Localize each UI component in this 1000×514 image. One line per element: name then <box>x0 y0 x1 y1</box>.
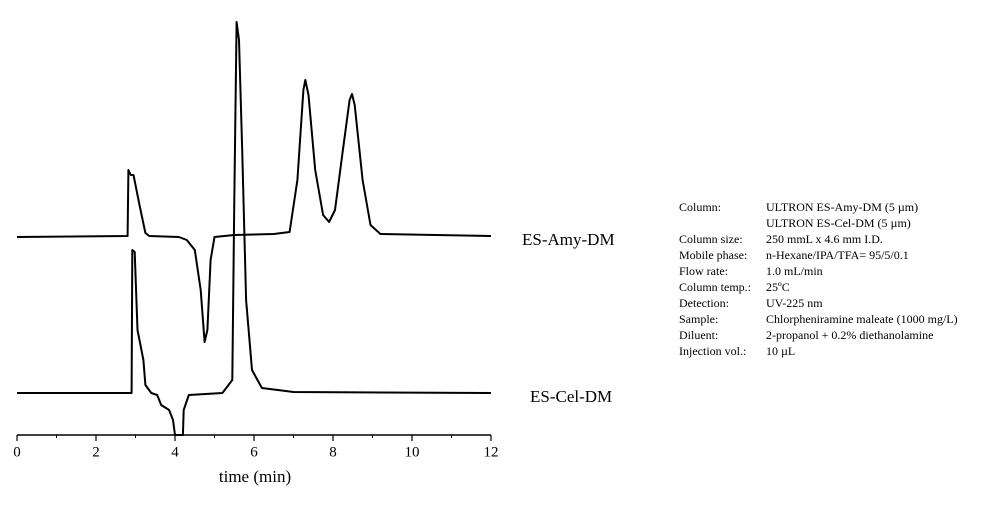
x-tick-label: 2 <box>92 444 100 460</box>
x-tick-label: 12 <box>484 444 499 460</box>
condition-value: ULTRON ES-Cel-DM (5 µm) <box>766 216 911 230</box>
condition-value: 25ºC <box>766 280 790 294</box>
trace <box>16 79 492 343</box>
x-tick-label: 6 <box>250 444 258 460</box>
condition-label: Detection: <box>679 296 729 310</box>
condition-label: Column size: <box>679 232 743 246</box>
condition-label: Flow rate: <box>679 264 728 278</box>
condition-value: 2-propanol + 0.2% diethanolamine <box>766 328 933 342</box>
x-tick-label: 4 <box>171 444 179 460</box>
condition-value: Chlorpheniramine maleate (1000 mg/L) <box>766 312 958 326</box>
trace-label: ES-Amy-DM <box>522 230 615 249</box>
condition-value: n-Hexane/IPA/TFA= 95/5/0.1 <box>766 248 909 262</box>
trace <box>17 21 492 436</box>
x-tick-label: 10 <box>405 444 420 460</box>
condition-label: Injection vol.: <box>679 344 746 358</box>
condition-value: 250 mmL x 4.6 mm I.D. <box>766 232 883 246</box>
condition-value: ULTRON ES-Amy-DM (5 µm) <box>766 200 918 214</box>
condition-value: 10 µL <box>766 344 795 358</box>
trace-label: ES-Cel-DM <box>530 387 612 406</box>
condition-value: 1.0 mL/min <box>766 264 823 278</box>
condition-label: Diluent: <box>679 328 718 342</box>
x-tick-label: 0 <box>13 444 21 460</box>
x-axis-label: time (min) <box>219 467 291 486</box>
condition-label: Sample: <box>679 312 718 326</box>
x-tick-label: 8 <box>329 444 337 460</box>
condition-value: UV-225 nm <box>766 296 823 310</box>
condition-label: Column: <box>679 200 721 214</box>
condition-label: Mobile phase: <box>679 248 747 262</box>
condition-label: Column temp.: <box>679 280 751 294</box>
